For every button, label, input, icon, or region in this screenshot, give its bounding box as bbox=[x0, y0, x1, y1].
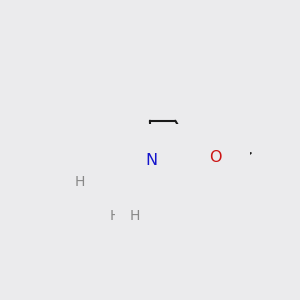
Text: N: N bbox=[118, 201, 130, 216]
Text: O: O bbox=[84, 175, 97, 190]
Text: O: O bbox=[209, 150, 222, 165]
Text: H: H bbox=[129, 209, 140, 223]
Text: N: N bbox=[101, 175, 114, 190]
Text: H: H bbox=[109, 209, 120, 223]
Text: N: N bbox=[146, 153, 158, 168]
Text: H: H bbox=[75, 175, 85, 189]
